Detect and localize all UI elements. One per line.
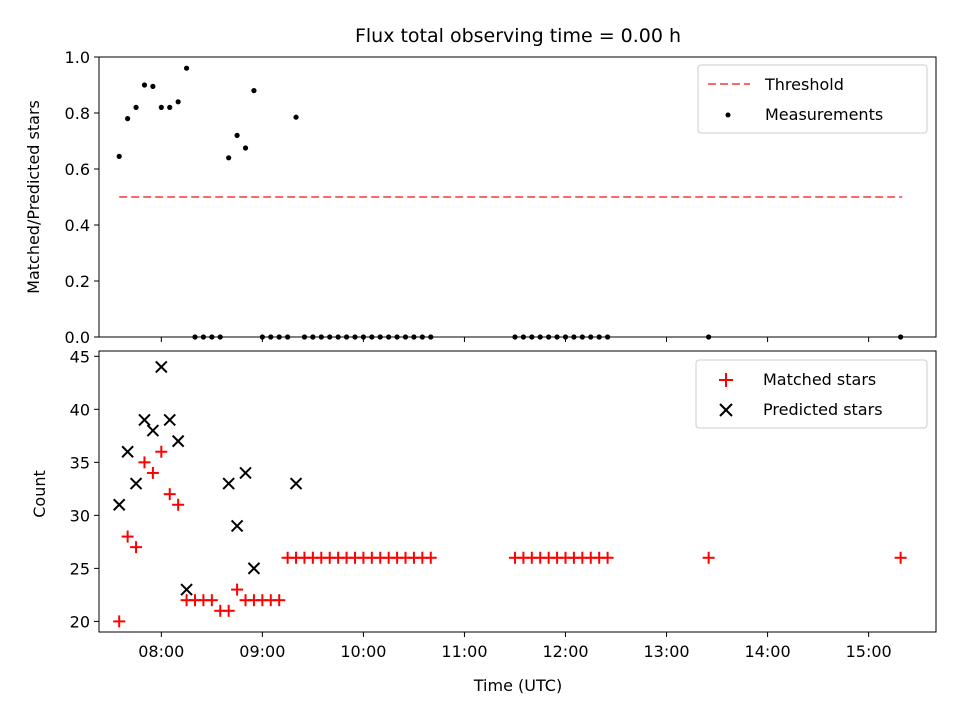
matched-star-point — [121, 530, 134, 543]
predicted-star-point — [180, 583, 193, 596]
measurement-point — [183, 65, 190, 71]
matched-legend-swatch — [719, 373, 733, 387]
count-y-ticks: 20 25 30 35 40 45 — [70, 347, 99, 631]
count-x-ticks: 08:00 09:00 10:00 11:00 12:00 13:00 14:00 15:00 — [138, 632, 892, 661]
measurements-legend-label: Measurements — [765, 105, 883, 124]
ratio-y-ticks: 0.0 0.2 0.4 0.6 0.8 1.0 — [65, 48, 99, 347]
ratio-y-tick-label: 0.4 — [65, 216, 90, 235]
measurement-point — [175, 99, 181, 105]
matched-star-point — [222, 604, 235, 617]
matched-star-point — [231, 583, 244, 596]
ratio-y-tick-label: 0.0 — [65, 328, 90, 347]
measurement-point — [234, 132, 240, 138]
count-legend-box — [695, 359, 928, 429]
predicted-star-point — [247, 562, 261, 575]
measurement-point — [158, 104, 164, 110]
threshold-legend-label: Threshold — [764, 75, 844, 94]
ratio-legend: Threshold Measurements — [697, 64, 928, 134]
matched-star-point — [273, 594, 286, 607]
measurement-point — [293, 114, 299, 120]
ratio-y-tick-label: 0.2 — [65, 272, 90, 291]
count-marks — [113, 360, 907, 628]
ratio-panel: 0.0 0.2 0.4 0.6 0.8 1.0 Matched/Predicted sta… — [24, 48, 937, 347]
x-tick-label: 10:00 — [340, 642, 386, 661]
measurement-point — [251, 88, 257, 94]
x-axis-label: Time (UTC) — [473, 676, 562, 695]
measurement-point — [133, 104, 139, 110]
count-y-tick-label: 35 — [70, 453, 90, 472]
ratio-y-tick-label: 0.8 — [65, 104, 90, 123]
matched-star-point — [205, 594, 218, 607]
count-y-tick-label: 20 — [70, 612, 90, 631]
matched-star-point — [601, 551, 614, 564]
matched-star-point — [130, 541, 143, 554]
predicted-star-point — [129, 477, 143, 490]
measurement-point — [150, 83, 156, 89]
predicted-star-point — [138, 413, 151, 427]
x-tick-label: 13:00 — [643, 642, 689, 661]
ratio-x-ticks — [160, 337, 870, 342]
predicted-legend-label: Predicted stars — [763, 400, 883, 419]
count-panel: 20 25 30 35 40 45 08:00 09:00 10:00 11:00 12:00 13… — [30, 347, 937, 695]
matched-star-point — [138, 456, 151, 469]
predicted-star-point — [230, 519, 244, 533]
x-tick-label: 11:00 — [441, 642, 487, 661]
predicted-legend-swatch — [719, 403, 733, 417]
measurement-point — [141, 82, 148, 88]
x-tick-label: 15:00 — [846, 642, 892, 661]
matched-star-point — [702, 551, 715, 564]
count-y-tick-label: 30 — [70, 506, 90, 525]
predicted-star-point — [289, 477, 303, 490]
matched-star-point — [424, 551, 437, 564]
predicted-star-point — [222, 477, 235, 490]
matched-star-point — [155, 445, 168, 458]
measurement-point — [167, 104, 173, 110]
x-tick-label: 12:00 — [542, 642, 588, 661]
predicted-star-point — [113, 498, 126, 511]
predicted-star-point — [163, 413, 176, 427]
chart-title: Flux total observing time = 0.00 h — [355, 25, 681, 47]
predicted-star-point — [155, 360, 168, 374]
x-tick-label: 14:00 — [745, 642, 791, 661]
count-axes-frame — [98, 350, 937, 633]
x-tick-label: 08:00 — [138, 642, 184, 661]
predicted-star-point — [121, 445, 134, 458]
predicted-star-point — [146, 424, 160, 437]
ratio-y-tick-label: 1.0 — [65, 48, 90, 67]
count-legend: Matched stars Predicted stars — [695, 359, 928, 429]
count-y-tick-label: 40 — [70, 400, 90, 419]
matched-star-point — [172, 498, 185, 511]
measurements-legend-swatch — [725, 112, 731, 118]
ratio-y-tick-label: 0.6 — [65, 160, 90, 179]
count-y-tick-label: 45 — [70, 347, 90, 366]
x-tick-label: 09:00 — [239, 642, 285, 661]
matched-star-point — [163, 488, 176, 501]
measurement-point — [226, 155, 232, 161]
predicted-star-point — [171, 434, 185, 448]
ratio-axes-frame — [98, 56, 937, 338]
matched-legend-label: Matched stars — [763, 370, 876, 389]
matched-star-point — [146, 466, 159, 479]
ratio-y-axis-label: Matched/Predicted stars — [24, 100, 43, 294]
matched-star-point — [113, 615, 126, 628]
count-y-tick-label: 25 — [70, 559, 90, 578]
measurement-point — [116, 153, 122, 159]
count-y-axis-label: Count — [30, 470, 49, 518]
predicted-star-point — [239, 466, 252, 480]
ratio-legend-box — [697, 64, 928, 134]
measurement-point — [125, 116, 131, 122]
measurement-point — [242, 145, 249, 151]
matched-star-point — [894, 551, 907, 564]
ratio-marks — [116, 65, 904, 340]
